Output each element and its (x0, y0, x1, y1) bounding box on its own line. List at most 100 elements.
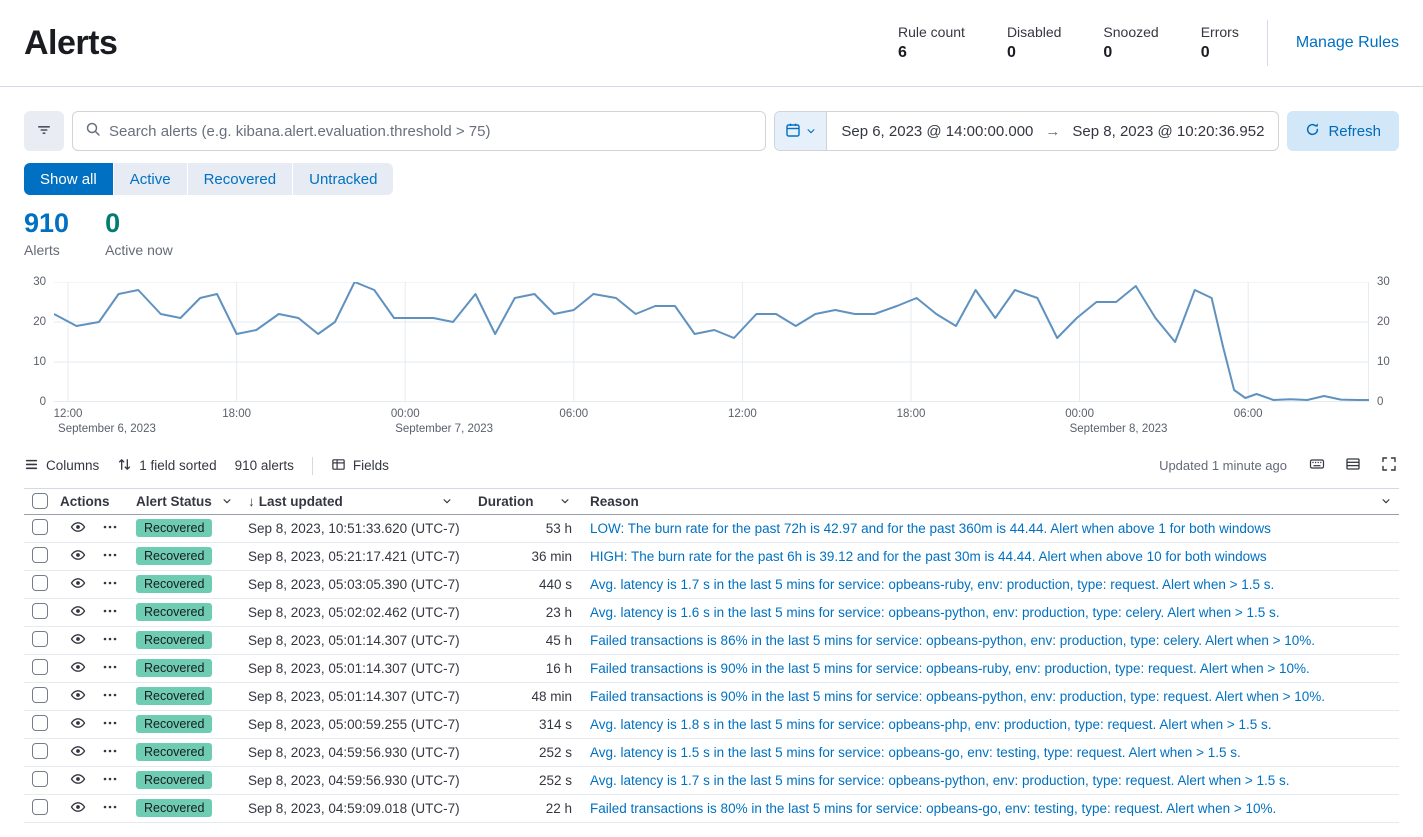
more-actions-button[interactable] (100, 769, 120, 792)
status-filter-tab[interactable]: Show all (24, 163, 114, 195)
search-input[interactable] (109, 122, 754, 140)
view-alert-button[interactable] (68, 517, 88, 540)
reason-link[interactable]: Failed transactions is 90% in the last 5… (590, 660, 1310, 676)
alerts-count-label: Alerts (24, 241, 60, 258)
reason-link[interactable]: LOW: The burn rate for the past 72h is 4… (590, 520, 1271, 536)
reason-link[interactable]: Avg. latency is 1.6 s in the last 5 mins… (590, 604, 1280, 620)
status-filter-tab[interactable]: Untracked (293, 163, 393, 195)
chevron-down-icon[interactable] (442, 496, 452, 506)
duration-column-header[interactable]: Duration (460, 489, 578, 514)
row-checkbox[interactable] (32, 798, 48, 815)
status-filter-tab[interactable]: Active (114, 163, 188, 195)
reason-column-header[interactable]: Reason (578, 489, 1399, 514)
view-alert-button[interactable] (68, 741, 88, 764)
more-actions-button[interactable] (100, 573, 120, 596)
chart-plot-area[interactable] (54, 281, 1369, 402)
alert-status-column-header[interactable]: Alert Status (136, 489, 240, 514)
view-alert-button[interactable] (68, 601, 88, 624)
keyboard-shortcuts-button[interactable] (1307, 454, 1327, 477)
chevron-down-icon[interactable] (560, 496, 570, 506)
sorted-label: 1 field sorted (139, 458, 217, 474)
more-actions-button[interactable] (100, 545, 120, 568)
more-actions-button[interactable] (100, 741, 120, 764)
row-checkbox[interactable] (32, 770, 48, 787)
reason-link[interactable]: Failed transactions is 86% in the last 5… (590, 632, 1316, 648)
last-updated-column-header[interactable]: ↓ Last updated (240, 489, 460, 514)
more-actions-button[interactable] (100, 713, 120, 736)
reason-link[interactable]: Avg. latency is 1.5 s in the last 5 mins… (590, 744, 1241, 760)
more-actions-button[interactable] (100, 797, 120, 820)
status-badge: Recovered (136, 799, 213, 818)
more-actions-button[interactable] (100, 601, 120, 624)
row-checkbox[interactable] (32, 742, 48, 759)
refresh-button[interactable]: Refresh (1287, 111, 1399, 151)
sort-fields-button[interactable]: 1 field sorted (117, 457, 217, 475)
eye-icon (70, 575, 86, 594)
view-alert-button[interactable] (68, 629, 88, 652)
row-checkbox[interactable] (32, 686, 48, 703)
row-checkbox[interactable] (32, 658, 48, 675)
display-options-button[interactable] (1343, 454, 1363, 477)
x-tick-label: 00:00 (390, 407, 420, 420)
status-badge: Recovered (136, 603, 213, 622)
reason-cell: Failed transactions is 90% in the last 5… (578, 689, 1399, 704)
reason-link[interactable]: Avg. latency is 1.7 s in the last 5 mins… (590, 772, 1290, 788)
x-tick-label: 06:00 (559, 407, 589, 420)
reason-cell: HIGH: The burn rate for the past 6h is 3… (578, 549, 1399, 564)
last-updated-cell: Sep 8, 2023, 05:03:05.390 (UTC-7) (248, 576, 460, 592)
alert-status-header-label: Alert Status (136, 493, 212, 509)
filter-menu-button[interactable] (24, 111, 64, 151)
view-alert-button[interactable] (68, 545, 88, 568)
chevron-down-icon[interactable] (1381, 496, 1391, 506)
ellipsis-icon (102, 575, 118, 594)
reason-cell: Avg. latency is 1.6 s in the last 5 mins… (578, 605, 1399, 620)
reason-link[interactable]: Avg. latency is 1.8 s in the last 5 mins… (590, 716, 1272, 732)
row-checkbox[interactable] (32, 518, 48, 535)
rule-stat: Rule count 6 (898, 24, 965, 62)
columns-button[interactable]: Columns (24, 457, 99, 475)
reason-cell: Failed transactions is 90% in the last 5… (578, 661, 1399, 676)
view-alert-button[interactable] (68, 685, 88, 708)
arrow-right-icon: → (1045, 122, 1061, 140)
reason-link[interactable]: Failed transactions is 90% in the last 5… (590, 688, 1326, 704)
reason-link[interactable]: HIGH: The burn rate for the past 6h is 3… (590, 548, 1267, 564)
x-axis: 12:00 September 6, 2023 18:00 00:00 Septembe… (54, 408, 1369, 440)
more-actions-button[interactable] (100, 629, 120, 652)
end-date[interactable]: Sep 8, 2023 @ 10:20:36.952 (1072, 122, 1265, 140)
row-checkbox[interactable] (32, 602, 48, 619)
more-actions-button[interactable] (100, 657, 120, 680)
last-updated-cell: Sep 8, 2023, 05:01:14.307 (UTC-7) (248, 660, 460, 676)
row-checkbox[interactable] (32, 574, 48, 591)
manage-rules-link[interactable]: Manage Rules (1295, 34, 1399, 51)
select-all-checkbox[interactable] (32, 493, 48, 510)
view-alert-button[interactable] (68, 769, 88, 792)
row-checkbox[interactable] (32, 714, 48, 731)
status-filter-tab[interactable]: Recovered (188, 163, 294, 195)
view-alert-button[interactable] (68, 573, 88, 596)
reason-cell: Avg. latency is 1.5 s in the last 5 mins… (578, 745, 1399, 760)
toolbar-right: Updated 1 minute ago (1159, 454, 1399, 477)
view-alert-button[interactable] (68, 713, 88, 736)
view-alert-button[interactable] (68, 797, 88, 820)
chevron-down-icon[interactable] (222, 496, 232, 506)
fullscreen-button[interactable] (1379, 454, 1399, 477)
more-actions-button[interactable] (100, 517, 120, 540)
more-actions-button[interactable] (100, 685, 120, 708)
x-tick-label: 18:00 (896, 407, 926, 420)
alert-status-cell: Recovered (136, 631, 240, 650)
reason-link[interactable]: Failed transactions is 80% in the last 5… (590, 800, 1277, 816)
start-date[interactable]: Sep 6, 2023 @ 14:00:00.000 (841, 122, 1034, 140)
y-tick-label: 20 (33, 315, 46, 328)
row-checkbox[interactable] (32, 546, 48, 563)
sort-icon (117, 457, 132, 475)
row-checkbox[interactable] (32, 630, 48, 647)
reason-link[interactable]: Avg. latency is 1.7 s in the last 5 mins… (590, 576, 1275, 592)
view-alert-button[interactable] (68, 657, 88, 680)
alerts-timeline-chart: 0 10 20 30 0 10 20 30 12:00 September 6, 2023 18… (24, 276, 1399, 440)
row-actions-cell (60, 713, 136, 736)
reason-cell: LOW: The burn rate for the past 72h is 4… (578, 521, 1399, 536)
date-picker-toggle[interactable] (775, 112, 828, 150)
last-updated-cell: Sep 8, 2023, 05:00:59.255 (UTC-7) (248, 716, 460, 732)
table-row: Recovered Sep 8, 2023, 10:51:33.620 (UTC… (24, 515, 1399, 543)
fields-button[interactable]: Fields (331, 457, 389, 475)
